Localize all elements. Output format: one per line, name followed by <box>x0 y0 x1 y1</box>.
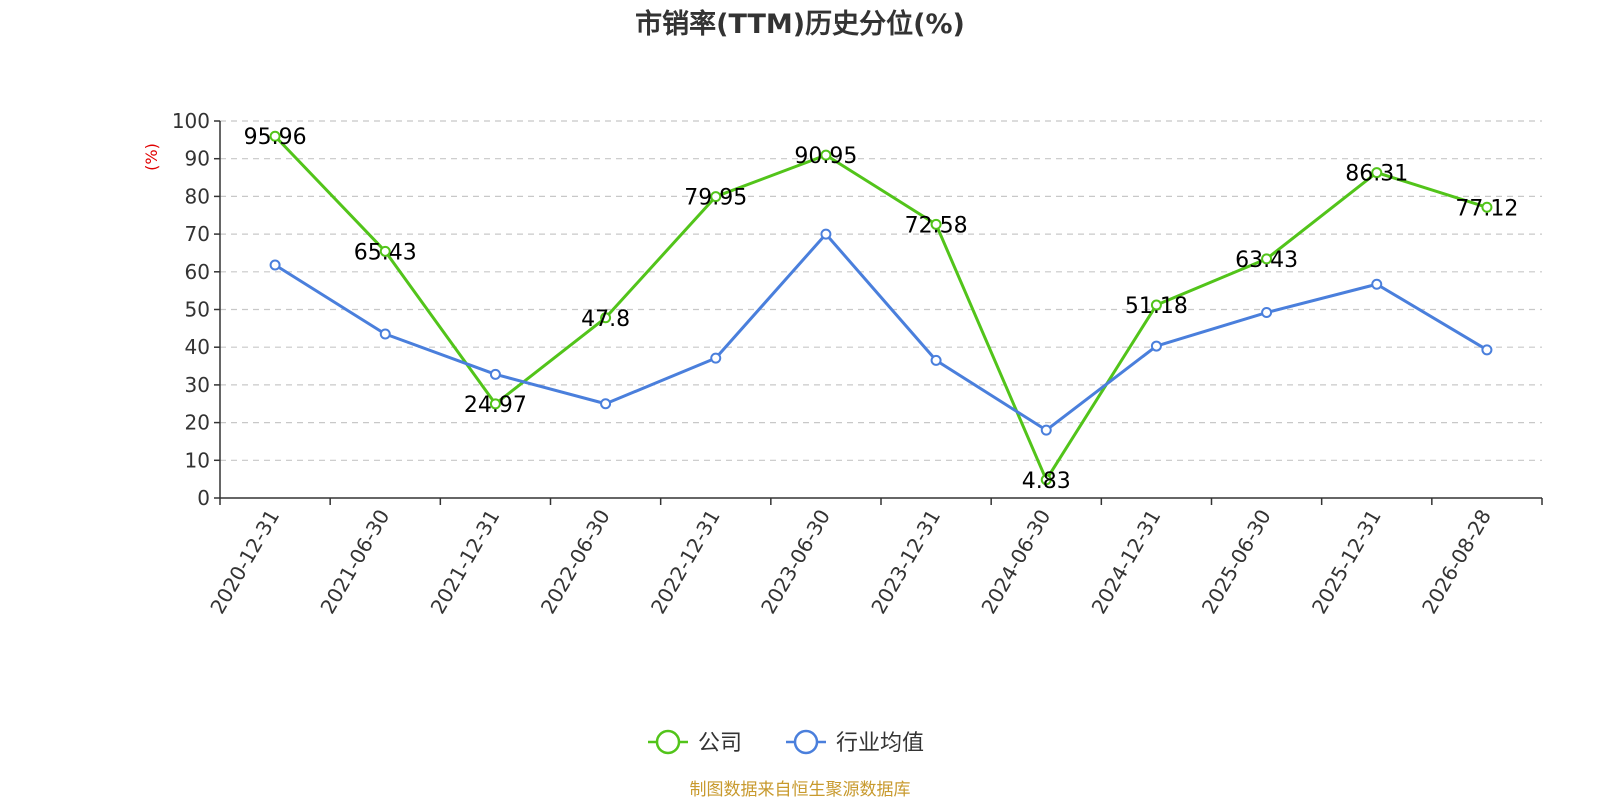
x-tick-label: 2021-12-31 <box>426 505 505 618</box>
data-point[interactable] <box>1481 344 1493 356</box>
data-point[interactable] <box>489 368 501 380</box>
source-note: 制图数据来自恒生聚源数据库 <box>690 780 911 800</box>
y-tick-label: 80 <box>185 184 210 208</box>
data-label: 65.43 <box>354 240 417 265</box>
data-label: 86.31 <box>1345 162 1408 187</box>
x-tick-label: 2021-06-30 <box>315 505 394 618</box>
y-tick-label: 60 <box>185 260 210 284</box>
y-tick-label: 50 <box>185 298 210 322</box>
legend-marker[interactable] <box>655 729 681 755</box>
legend-marker[interactable] <box>793 729 819 755</box>
data-point[interactable] <box>1371 167 1383 179</box>
data-label: 95.96 <box>244 125 307 150</box>
axis-layer: 0 10 20 30 40 50 60 70 80 90 100 2020-12-31 2021-06-… <box>172 109 1543 618</box>
data-label: 72.58 <box>905 213 968 238</box>
x-tick-label: 2023-12-31 <box>866 505 945 618</box>
x-tick-label: 2025-12-31 <box>1307 505 1386 618</box>
data-point[interactable] <box>930 354 942 366</box>
data-point[interactable] <box>1150 340 1162 352</box>
y-axis-unit-label: (%) <box>142 143 161 171</box>
data-point[interactable] <box>1040 424 1052 436</box>
x-tick-label: 2024-06-30 <box>976 505 1055 618</box>
y-tick-label: 40 <box>185 335 210 359</box>
x-tick-label: 2025-06-30 <box>1197 505 1276 618</box>
data-point[interactable] <box>930 218 942 230</box>
data-point[interactable] <box>1261 307 1273 319</box>
data-point[interactable] <box>1481 201 1493 213</box>
data-point[interactable] <box>600 312 612 324</box>
grid-layer <box>220 120 1542 461</box>
data-point[interactable] <box>710 352 722 364</box>
x-tick-label: 2020-12-31 <box>205 505 284 618</box>
y-tick-label: 10 <box>185 448 210 472</box>
data-point[interactable] <box>820 149 832 161</box>
data-label: 4.83 <box>1022 469 1071 494</box>
x-tick-label: 2026-08-28 <box>1417 505 1496 618</box>
data-point[interactable] <box>1040 474 1052 486</box>
data-point[interactable] <box>269 259 281 271</box>
legend-label[interactable]: 行业均值 <box>836 731 924 756</box>
data-point[interactable] <box>269 130 281 142</box>
data-label: 63.43 <box>1235 248 1298 273</box>
series-line <box>273 135 1488 482</box>
data-point[interactable] <box>600 398 612 410</box>
data-point[interactable] <box>1371 278 1383 290</box>
data-point[interactable] <box>379 328 391 340</box>
y-tick-label: 70 <box>185 222 210 246</box>
data-label: 77.12 <box>1455 196 1518 221</box>
data-label: 24.97 <box>464 393 527 418</box>
chart-title: 市销率(TTM)历史分位(%) <box>635 8 965 40</box>
x-tick-label: 2024-12-31 <box>1087 505 1166 618</box>
data-label: 47.8 <box>581 307 630 332</box>
y-tick-label: 90 <box>185 147 210 171</box>
data-point[interactable] <box>820 228 832 240</box>
series-layer <box>269 130 1493 486</box>
data-point[interactable] <box>1150 299 1162 311</box>
data-label: 51.18 <box>1125 294 1188 319</box>
data-label: 79.95 <box>684 186 747 211</box>
legend-label[interactable]: 公司 <box>698 731 742 756</box>
x-tick-label: 2023-06-30 <box>756 505 835 618</box>
y-tick-label: 0 <box>197 486 210 510</box>
data-label-layer: 95.96 65.43 24.97 47.8 79.95 90.95 72.58 4.83 51… <box>244 125 1519 494</box>
y-tick-label: 20 <box>185 411 210 435</box>
data-point[interactable] <box>710 191 722 203</box>
y-tick-label: 30 <box>185 373 210 397</box>
data-label: 90.95 <box>794 144 857 169</box>
legend: 公司 行业均值 <box>648 729 924 756</box>
data-point[interactable] <box>1261 253 1273 265</box>
x-tick-label: 2022-06-30 <box>536 505 615 618</box>
data-point[interactable] <box>489 398 501 410</box>
y-tick-label: 100 <box>172 109 210 133</box>
data-point[interactable] <box>379 245 391 257</box>
x-tick-label: 2022-12-31 <box>646 505 725 618</box>
series-line <box>274 232 1488 432</box>
